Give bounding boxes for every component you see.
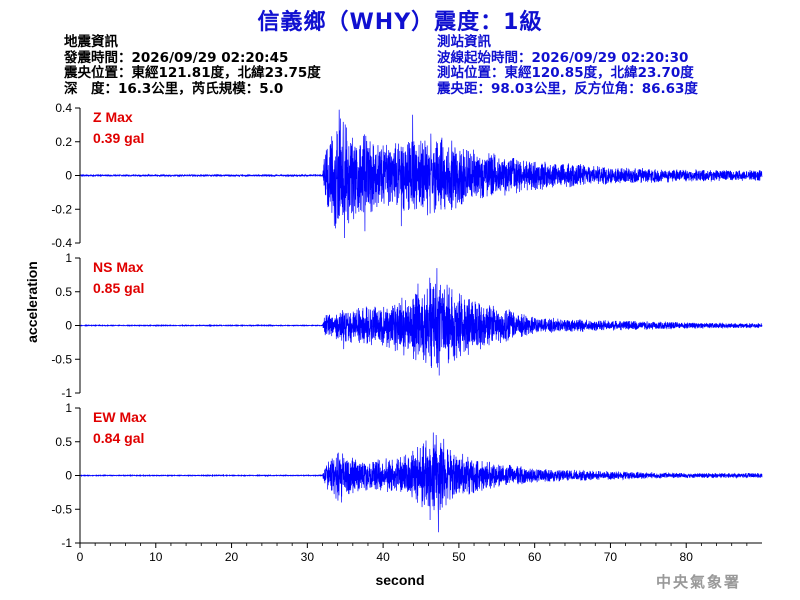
x-tick-label: 40 bbox=[376, 550, 390, 564]
y-tick-label: 1 bbox=[65, 401, 72, 415]
distance-azimuth: 震央距：98.03公里，反方位角：86.63度 bbox=[437, 80, 698, 97]
x-tick-label: 0 bbox=[77, 550, 84, 564]
earthquake-info: 地震資訊 發震時間：2026/09/29 02:20:45 震央位置：東經121… bbox=[64, 34, 321, 97]
x-tick-label: 10 bbox=[149, 550, 163, 564]
x-tick-label: 20 bbox=[225, 550, 239, 564]
y-tick-label: 0.2 bbox=[55, 135, 72, 149]
max-label-ns: NS Max bbox=[93, 259, 144, 275]
panel-ns: -1 -0.5 0 0.5 1 NS Max 0.85 gal bbox=[51, 251, 763, 400]
panel-ew: -1 -0.5 0 0.5 1 EW Max 0.84 gal bbox=[51, 401, 763, 550]
y-tick-label: -1 bbox=[61, 386, 72, 400]
max-value-ns: 0.85 gal bbox=[93, 280, 144, 296]
x-tick-label: 70 bbox=[604, 550, 618, 564]
earthquake-info-heading: 地震資訊 bbox=[64, 34, 118, 50]
max-value-ew: 0.84 gal bbox=[93, 430, 144, 446]
station-info: 測站資訊 波線起始時間：2026/09/29 02:20:30 測站位置：東經1… bbox=[437, 34, 698, 97]
epicenter-location: 震央位置：東經121.81度，北緯23.75度 bbox=[64, 65, 321, 82]
station-info-heading: 測站資訊 bbox=[437, 34, 491, 50]
y-axis-title: acceleration bbox=[24, 261, 40, 343]
y-tick-label: 0.4 bbox=[55, 101, 72, 115]
page-title: 信義鄉（WHY）震度：1級 bbox=[257, 10, 543, 35]
max-label-ew: EW Max bbox=[93, 409, 147, 425]
y-tick-label: -1 bbox=[61, 536, 72, 550]
y-tick-label: 0.5 bbox=[55, 285, 72, 299]
trace-z bbox=[79, 109, 763, 238]
x-tick-label: 30 bbox=[301, 550, 315, 564]
x-tick-label: 60 bbox=[528, 550, 542, 564]
station-location: 測站位置：東經120.85度，北緯23.70度 bbox=[437, 65, 694, 82]
x-tick-label: 80 bbox=[680, 550, 694, 564]
panel-z: -0.4 -0.2 0 0.2 0.4 Z Max 0.39 gal bbox=[51, 101, 763, 250]
y-tick-label: 1 bbox=[65, 251, 72, 265]
depth-magnitude: 深 度：16.3公里，芮氏規模：5.0 bbox=[64, 80, 284, 97]
y-tick-label: -0.4 bbox=[51, 236, 72, 250]
y-tick-label: -0.5 bbox=[51, 502, 72, 516]
x-tick-label: 50 bbox=[452, 550, 466, 564]
trace-ns bbox=[79, 268, 763, 376]
onset-time: 波線起始時間：2026/09/29 02:20:30 bbox=[437, 49, 689, 66]
y-tick-label: 0 bbox=[65, 469, 72, 483]
y-tick-label: -0.2 bbox=[51, 202, 72, 216]
y-tick-label: 0 bbox=[65, 169, 72, 183]
y-tick-label: 0 bbox=[65, 319, 72, 333]
max-value-z: 0.39 gal bbox=[93, 130, 144, 146]
x-axis-title: second bbox=[375, 572, 424, 588]
origin-time: 發震時間：2026/09/29 02:20:45 bbox=[64, 49, 289, 66]
max-label-z: Z Max bbox=[93, 109, 133, 125]
trace-ew bbox=[79, 432, 763, 533]
y-tick-label: -0.5 bbox=[51, 352, 72, 366]
credit-watermark: 中央氣象署 bbox=[656, 573, 742, 591]
y-tick-label: 0.5 bbox=[55, 435, 72, 449]
